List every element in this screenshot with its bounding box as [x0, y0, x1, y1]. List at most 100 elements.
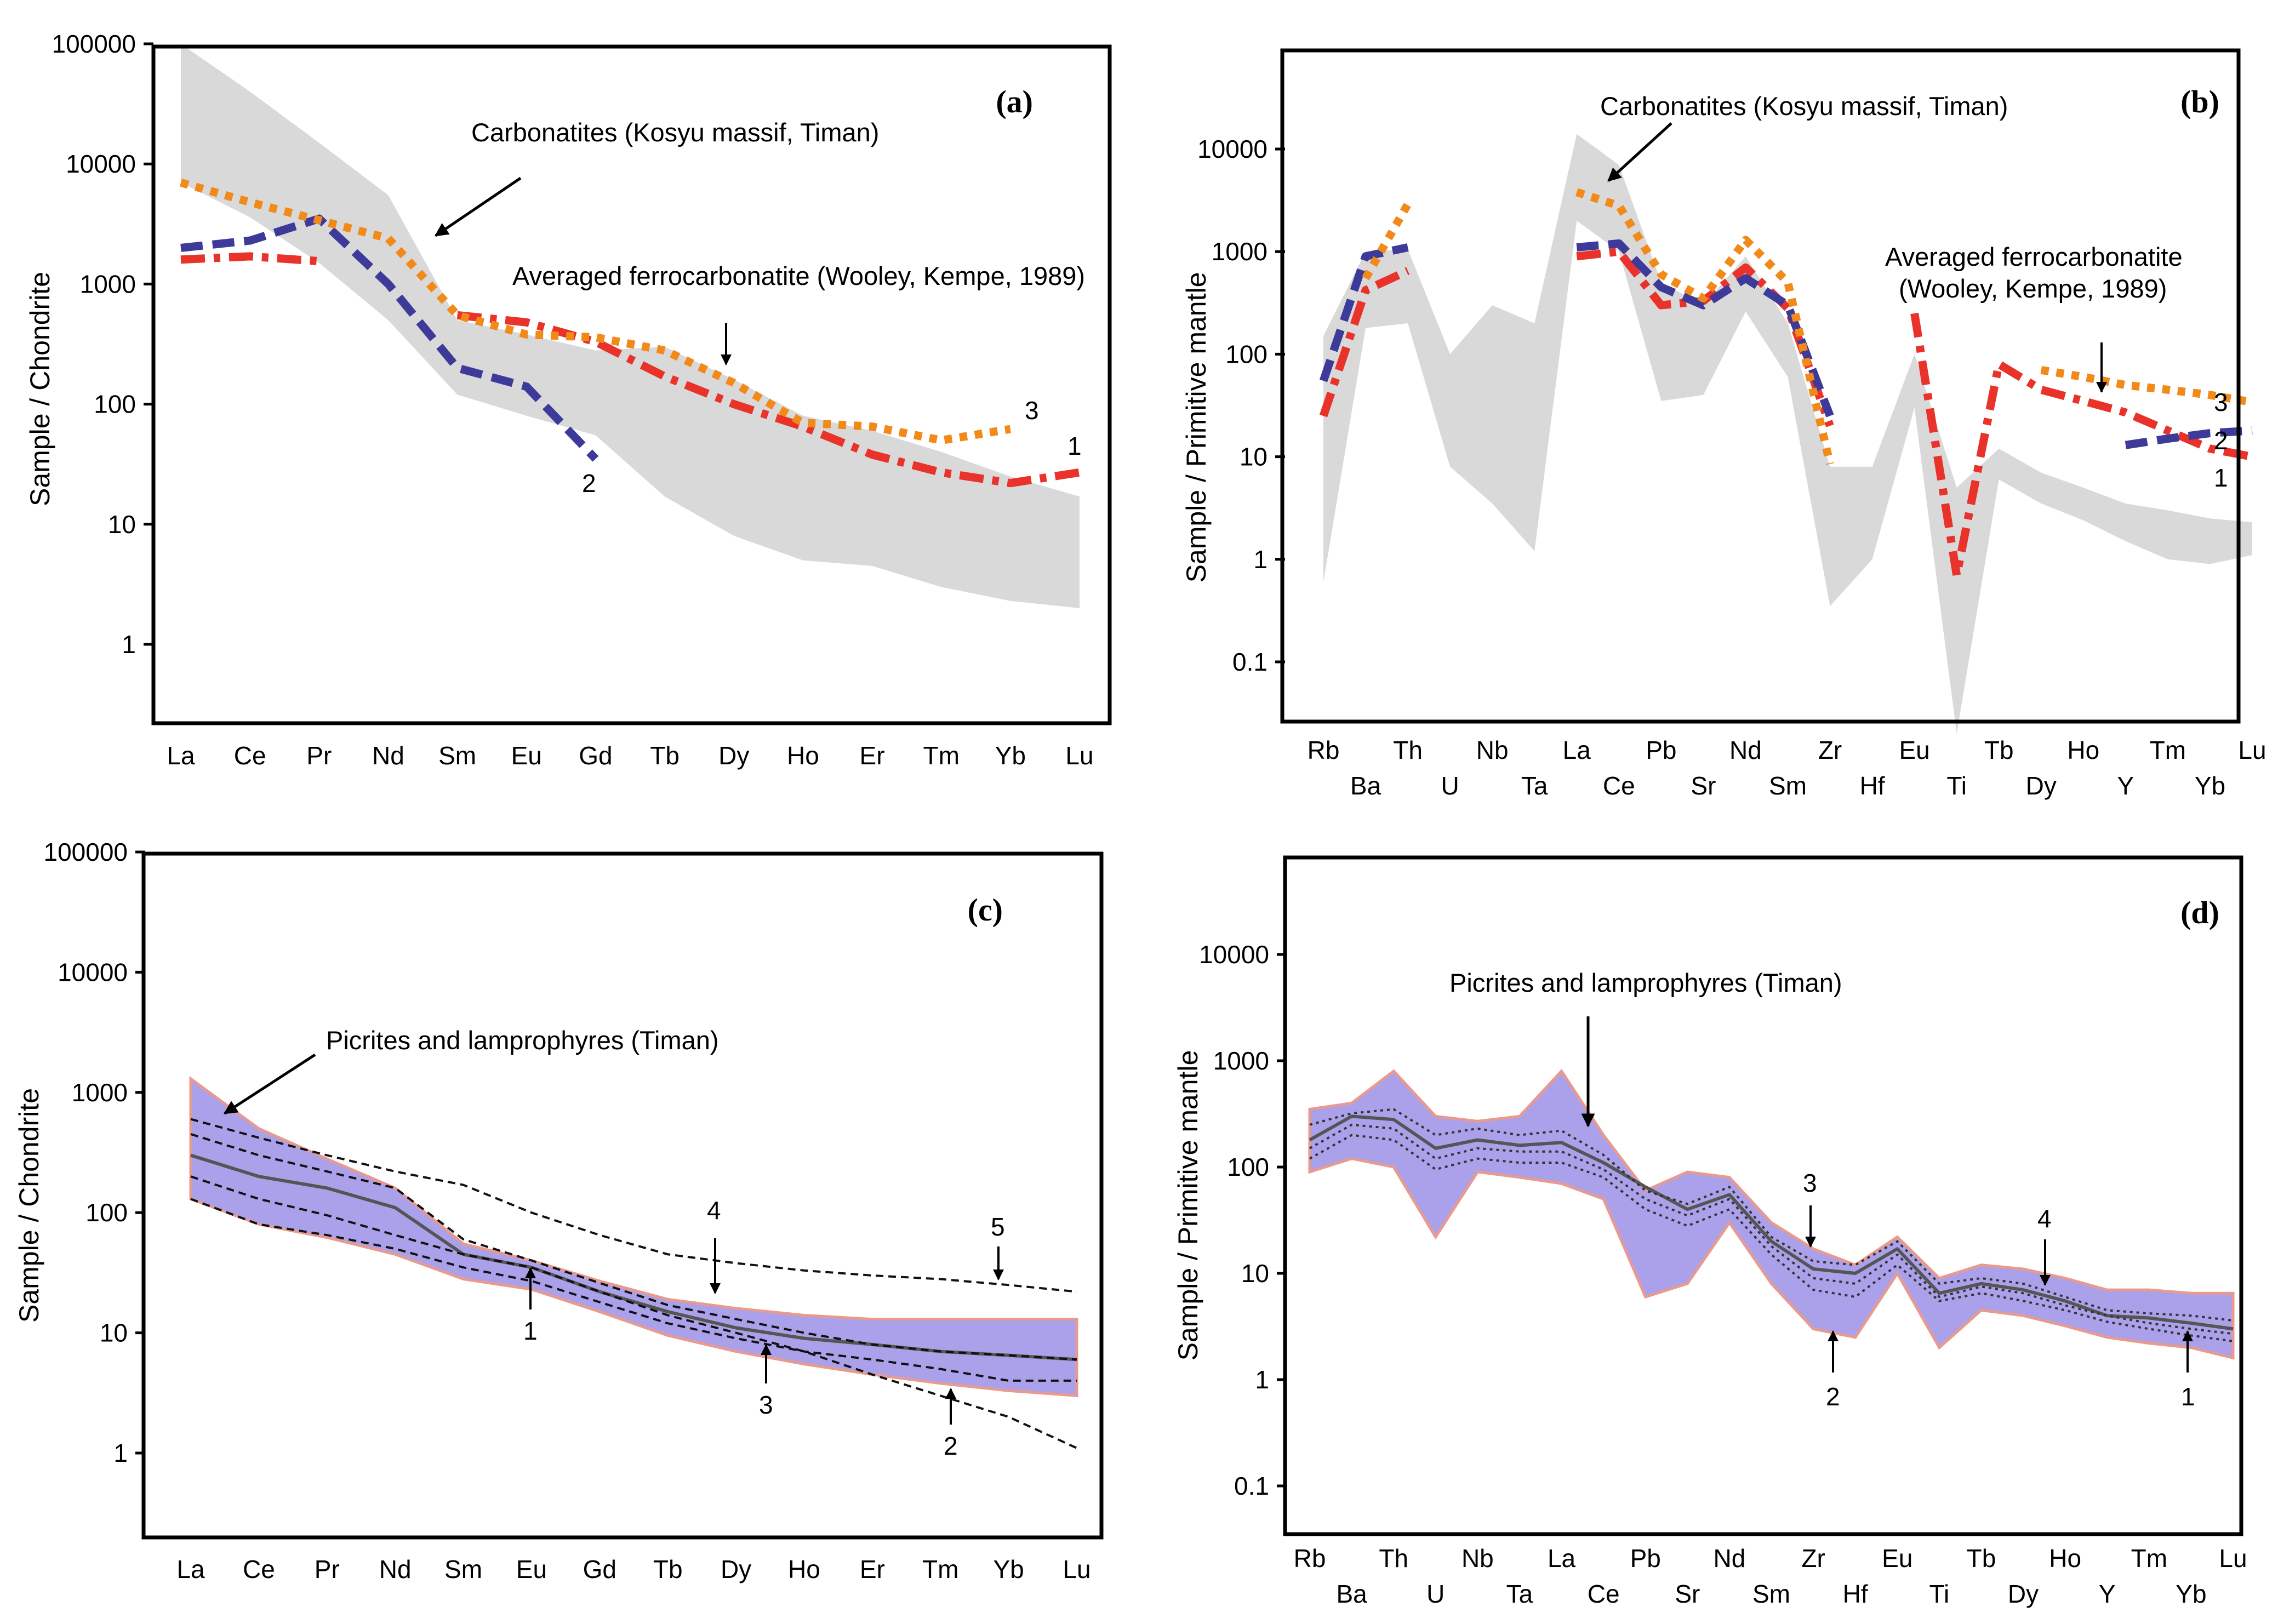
x-tick-label: Hf	[1843, 1580, 1868, 1608]
y-axis-label: Sample / Primitive mantle	[1181, 272, 1212, 583]
x-tick-label: Ta	[1521, 771, 1548, 800]
y-axis-label: Sample / Chondrite	[14, 1088, 44, 1323]
y-tick-label: 10	[100, 1319, 128, 1347]
x-tick-label: Er	[860, 1555, 885, 1583]
x-tick-label: Yb	[995, 741, 1026, 770]
series-line-1	[190, 1153, 1077, 1362]
annotation-ferrocarbonatite: Averaged ferrocarbonatite (Wooley, Kempe…	[512, 261, 1085, 290]
x-tick-label: Ce	[1588, 1580, 1620, 1608]
curve-label-4: 4	[2037, 1204, 2052, 1233]
x-tick-label: Tm	[2150, 736, 2186, 764]
x-tick-label: Dy	[721, 1555, 751, 1583]
x-tick-label: Sr	[1691, 771, 1716, 800]
curve-label-1: 1	[2181, 1382, 2195, 1411]
x-tick-label: Zr	[1818, 736, 1842, 764]
curve-label-2: 2	[2214, 426, 2228, 455]
y-tick-label: 1000	[80, 270, 136, 298]
x-tick-label: Yb	[993, 1555, 1024, 1583]
curve-label-2: 2	[582, 469, 596, 498]
series-line-3	[179, 178, 1012, 445]
x-tick-label: Pb	[1646, 736, 1676, 764]
x-tick-label: Ce	[1603, 771, 1635, 800]
annotation-picrites: Picrites and lamprophyres (Timan)	[1449, 968, 1842, 997]
panel-tag: (c)	[968, 892, 1003, 928]
y-axis-label: Sample / Primitive mantle	[1173, 1050, 1203, 1361]
y-tick-label: 1	[1253, 545, 1268, 574]
x-tick-label: La	[1563, 736, 1591, 764]
x-tick-label: Hf	[1860, 771, 1885, 800]
x-tick-label: Eu	[1882, 1544, 1912, 1572]
curve-label-2: 2	[1826, 1382, 1840, 1411]
x-tick-label: Eu	[1899, 736, 1930, 764]
x-tick-label: Ba	[1336, 1580, 1367, 1608]
x-tick-label: Eu	[511, 741, 542, 770]
curve-label-3: 3	[1803, 1169, 1817, 1197]
y-tick-label: 1000	[1212, 237, 1268, 266]
series-line-5	[190, 1118, 1077, 1293]
panel-b: 10000 1000 100 10 1 0.1 Rb Ba Th U Nb Ta La Ce Pb Sr Nd…	[1181, 48, 2266, 800]
arrow-carbonatites	[1607, 122, 1672, 182]
y-tick-label: 100	[1227, 1153, 1269, 1181]
y-tick-label: 10000	[58, 958, 128, 986]
y-tick-label: 10	[1241, 1259, 1269, 1288]
x-tick-label: Dy	[2026, 771, 2057, 800]
y-tick-label: 10000	[66, 150, 136, 178]
curve-label-5: 5	[991, 1213, 1005, 1241]
y-tick-label: 0.1	[1234, 1472, 1269, 1500]
curve-label-3: 3	[1025, 396, 1039, 425]
panel-a: 100000 10000 1000 100 10 1 La Ce Pr Nd Sm Eu Gd Tb Dy…	[25, 30, 1112, 770]
x-tick-label: Ho	[2049, 1544, 2081, 1572]
y-tick-label: 100	[94, 390, 136, 419]
x-tick-label: Ho	[788, 1555, 820, 1583]
curve-label-1: 1	[2214, 464, 2228, 492]
x-tick-label: Dy	[718, 741, 749, 770]
x-tick-label: Tm	[2131, 1544, 2167, 1572]
x-tick-label: Gd	[579, 741, 612, 770]
x-tick-label: Nd	[1729, 736, 1762, 764]
x-tick-label: Nb	[1476, 736, 1509, 764]
x-tick-label: Yb	[2176, 1580, 2206, 1608]
arrow-carbonatites	[434, 176, 522, 237]
x-tick-label: Nd	[372, 741, 404, 770]
series-line-1	[180, 252, 1081, 488]
x-tick-label: Sm	[1752, 1580, 1790, 1608]
x-tick-label: Ho	[2067, 736, 2099, 764]
range-band	[181, 44, 1080, 608]
x-tick-label: Gd	[583, 1555, 616, 1583]
annotation-carbonatites: Carbonatites (Kosyu massif, Timan)	[471, 118, 879, 147]
x-tick-label: Rb	[1308, 736, 1340, 764]
x-tick-label: La	[1548, 1544, 1576, 1572]
x-tick-label: Tb	[1967, 1544, 1996, 1572]
y-tick-label: 1000	[72, 1078, 128, 1107]
x-tick-label: Sm	[1769, 771, 1807, 800]
x-tick-label: Sm	[444, 1555, 482, 1583]
x-tick-label: La	[176, 1555, 205, 1583]
series-line-4	[1309, 1123, 2234, 1335]
x-tick-label: Zr	[1801, 1544, 1825, 1572]
x-tick-label: Nb	[1461, 1544, 1494, 1572]
series-line-3	[190, 1198, 1077, 1382]
curve-label-1: 1	[1067, 432, 1082, 460]
y-axis-label: Sample / Chondrite	[25, 272, 55, 506]
series-line-3	[1309, 1108, 2234, 1322]
y-tick-label: 10	[1240, 443, 1268, 471]
x-tick-label: Ti	[1929, 1580, 1950, 1608]
x-tick-label: Pr	[315, 1555, 340, 1583]
x-tick-label: Eu	[516, 1555, 547, 1583]
curve-label-2: 2	[944, 1432, 958, 1460]
panel-d: 10000 1000 100 10 1 0.1 Rb Ba Th U Nb Ta La Ce Pb Sr Nd…	[1173, 855, 2247, 1608]
series-line-4	[190, 1133, 1077, 1361]
x-tick-label: Dy	[2008, 1580, 2039, 1608]
annotation-carbonatites: Carbonatites (Kosyu massif, Timan)	[1600, 92, 2008, 121]
x-tick-label: Nd	[379, 1555, 412, 1583]
x-tick-label: Ta	[1506, 1580, 1533, 1608]
x-tick-label: Ce	[243, 1555, 275, 1583]
series-line-2	[180, 214, 599, 462]
x-tick-label: Tb	[653, 1555, 683, 1583]
x-tick-label: Tb	[1984, 736, 2014, 764]
series-line-3	[1362, 188, 2253, 465]
series-line-1	[1309, 1114, 2234, 1331]
curve-label-1: 1	[523, 1317, 538, 1345]
x-tick-label: Rb	[1294, 1544, 1326, 1572]
